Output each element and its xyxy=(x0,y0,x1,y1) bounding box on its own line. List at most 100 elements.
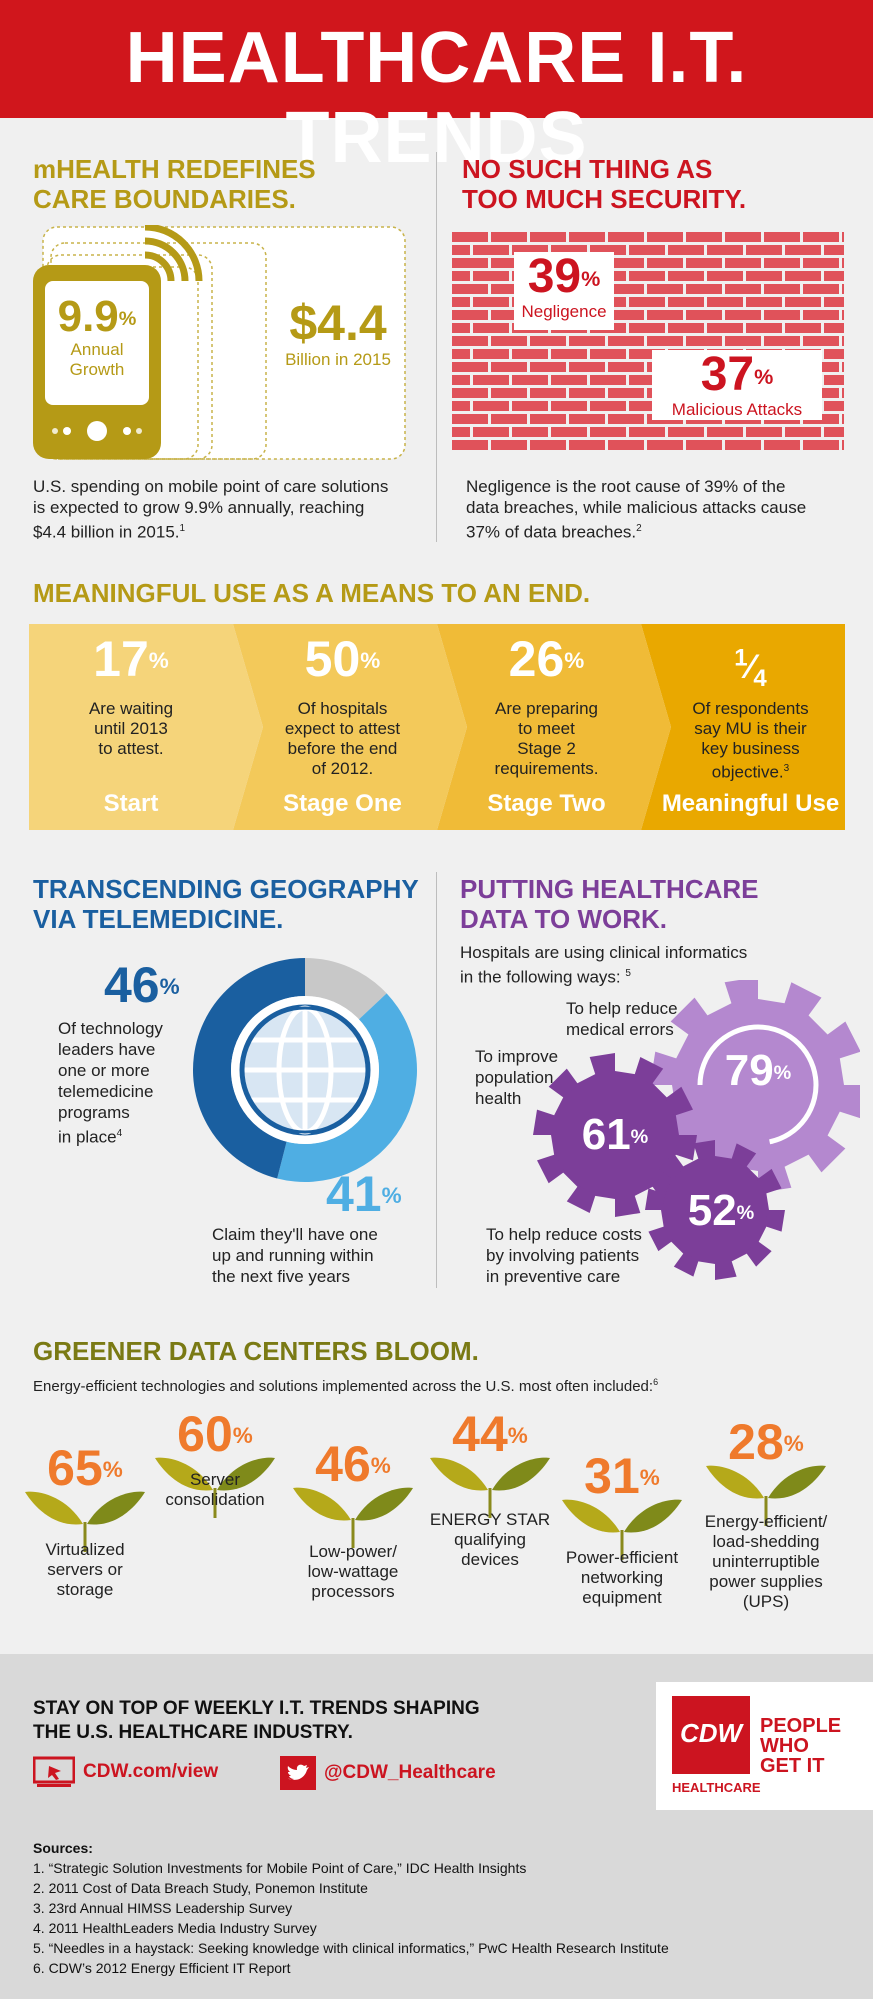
tagline-line2: WHO xyxy=(760,1735,809,1757)
mu-step-value: 50% xyxy=(304,631,381,687)
brick xyxy=(842,232,844,242)
security-title-line2: TOO MUCH SECURITY. xyxy=(462,184,747,214)
gear-52-label: To help reduce costs by involving patient… xyxy=(486,1224,686,1287)
brick xyxy=(842,388,844,398)
brick xyxy=(824,271,844,281)
brick xyxy=(473,349,509,359)
gear-52-icon xyxy=(645,1140,785,1280)
brick xyxy=(491,362,527,372)
mobile-devices-illustration xyxy=(33,225,406,460)
mu-step-value: 1⁄4 xyxy=(734,645,767,693)
brick xyxy=(746,245,782,255)
brick xyxy=(785,271,821,281)
brick xyxy=(452,440,488,450)
mu-step: 26% Are preparing to meet Stage 2 requiremen… xyxy=(452,624,641,830)
mhealth-amount-label: Billion in 2015 xyxy=(285,350,391,369)
gear-label-line: by involving patients xyxy=(486,1246,640,1265)
gear-label-line: in preventive care xyxy=(486,1267,621,1286)
gear-61-unit: % xyxy=(630,1125,649,1148)
web-link-text[interactable]: CDW.com/view xyxy=(83,1761,219,1782)
mu-step-desc: Are preparing to meet Stage 2 requirements. xyxy=(494,699,599,778)
brick xyxy=(452,297,470,307)
gear-52-unit: % xyxy=(736,1201,755,1224)
brick xyxy=(452,427,470,437)
gear-61-value: 61% xyxy=(560,1112,670,1158)
brick xyxy=(629,271,665,281)
brick xyxy=(824,245,844,255)
brick xyxy=(452,258,488,268)
mu-step: 50% Of hospitals expect to attest before th… xyxy=(248,624,437,830)
web-link[interactable]: CDW.com/view xyxy=(33,1756,218,1788)
section-divider xyxy=(436,152,437,542)
negligence-unit: % xyxy=(581,266,601,292)
donut-slice xyxy=(305,958,387,1020)
brick xyxy=(824,297,844,307)
brick xyxy=(530,362,566,372)
brick xyxy=(530,440,566,450)
brick xyxy=(452,362,488,372)
brick xyxy=(608,310,644,320)
monitor-icon xyxy=(33,1756,75,1787)
green-item-label: Server consolidation xyxy=(165,1470,265,1509)
cdw-logo-text: CDW xyxy=(679,1718,743,1748)
brick xyxy=(707,271,743,281)
brick xyxy=(473,427,509,437)
brick xyxy=(764,310,800,320)
brick xyxy=(491,284,527,294)
informatics-gears xyxy=(533,980,860,1280)
source-item: 4. 2011 HealthLeaders Media Industry Sur… xyxy=(33,1920,317,1936)
brick xyxy=(764,232,800,242)
brick xyxy=(824,427,844,437)
brick xyxy=(824,375,844,385)
brick-wall-illustration xyxy=(452,232,844,450)
brick xyxy=(512,245,548,255)
brick xyxy=(842,362,844,372)
informatics-intro-ref: 5 xyxy=(625,968,631,979)
mhealth-title-line1: mHEALTH REDEFINES xyxy=(33,154,316,184)
brick xyxy=(725,284,761,294)
security-desc-ref: 2 xyxy=(636,523,642,534)
source-item: 5. “Needles in a haystack: Seeking knowl… xyxy=(33,1940,669,1956)
brick xyxy=(530,232,566,242)
donut-slice xyxy=(192,958,305,1179)
brick xyxy=(569,414,605,424)
brick xyxy=(725,336,761,346)
twitter-link-text[interactable]: @CDW_Healthcare xyxy=(324,1762,496,1783)
informatics-intro-line2: in the following ways: xyxy=(460,967,621,987)
tele-desc-line: telemedicine xyxy=(58,1082,154,1101)
green-item: 28% Energy-efficient/load-shedding uninter… xyxy=(681,1400,851,1630)
gear-79-unit: % xyxy=(773,1061,792,1084)
brick xyxy=(668,297,704,307)
brick xyxy=(647,232,683,242)
brick xyxy=(647,336,683,346)
green-item-value: 31% xyxy=(584,1448,660,1504)
brick xyxy=(473,271,509,281)
green-item: 46% Low-power/low-wattage processors xyxy=(268,1400,438,1630)
tele-desc-line: programs xyxy=(58,1103,130,1122)
green-title: GREENER DATA CENTERS BLOOM. xyxy=(33,1336,479,1366)
brick xyxy=(569,232,605,242)
mhealth-amount: $4.4 xyxy=(289,295,387,351)
telemedicine-46-unit: % xyxy=(159,974,180,1000)
brick xyxy=(668,427,704,437)
brick xyxy=(491,336,527,346)
brick xyxy=(803,284,839,294)
brick xyxy=(452,349,470,359)
brick xyxy=(473,401,509,411)
green-item-value: 44% xyxy=(452,1406,528,1462)
brick xyxy=(629,297,665,307)
brick xyxy=(629,349,665,359)
brick xyxy=(512,349,548,359)
telemedicine-stat2-value: 41% xyxy=(326,1167,402,1221)
brick xyxy=(824,401,844,411)
twitter-link[interactable]: @CDW_Healthcare xyxy=(280,1756,496,1790)
brick xyxy=(629,427,665,437)
brick xyxy=(590,427,626,437)
brick xyxy=(824,349,844,359)
green-intro-text: Energy-efficient technologies and soluti… xyxy=(33,1378,654,1395)
brick xyxy=(785,427,821,437)
brick xyxy=(785,297,821,307)
informatics-title-line2: DATA TO WORK. xyxy=(460,904,668,934)
cdw-logo-block: CDW HEALTHCARE PEOPLE WHO GET IT xyxy=(656,1682,873,1810)
brick xyxy=(452,375,470,385)
